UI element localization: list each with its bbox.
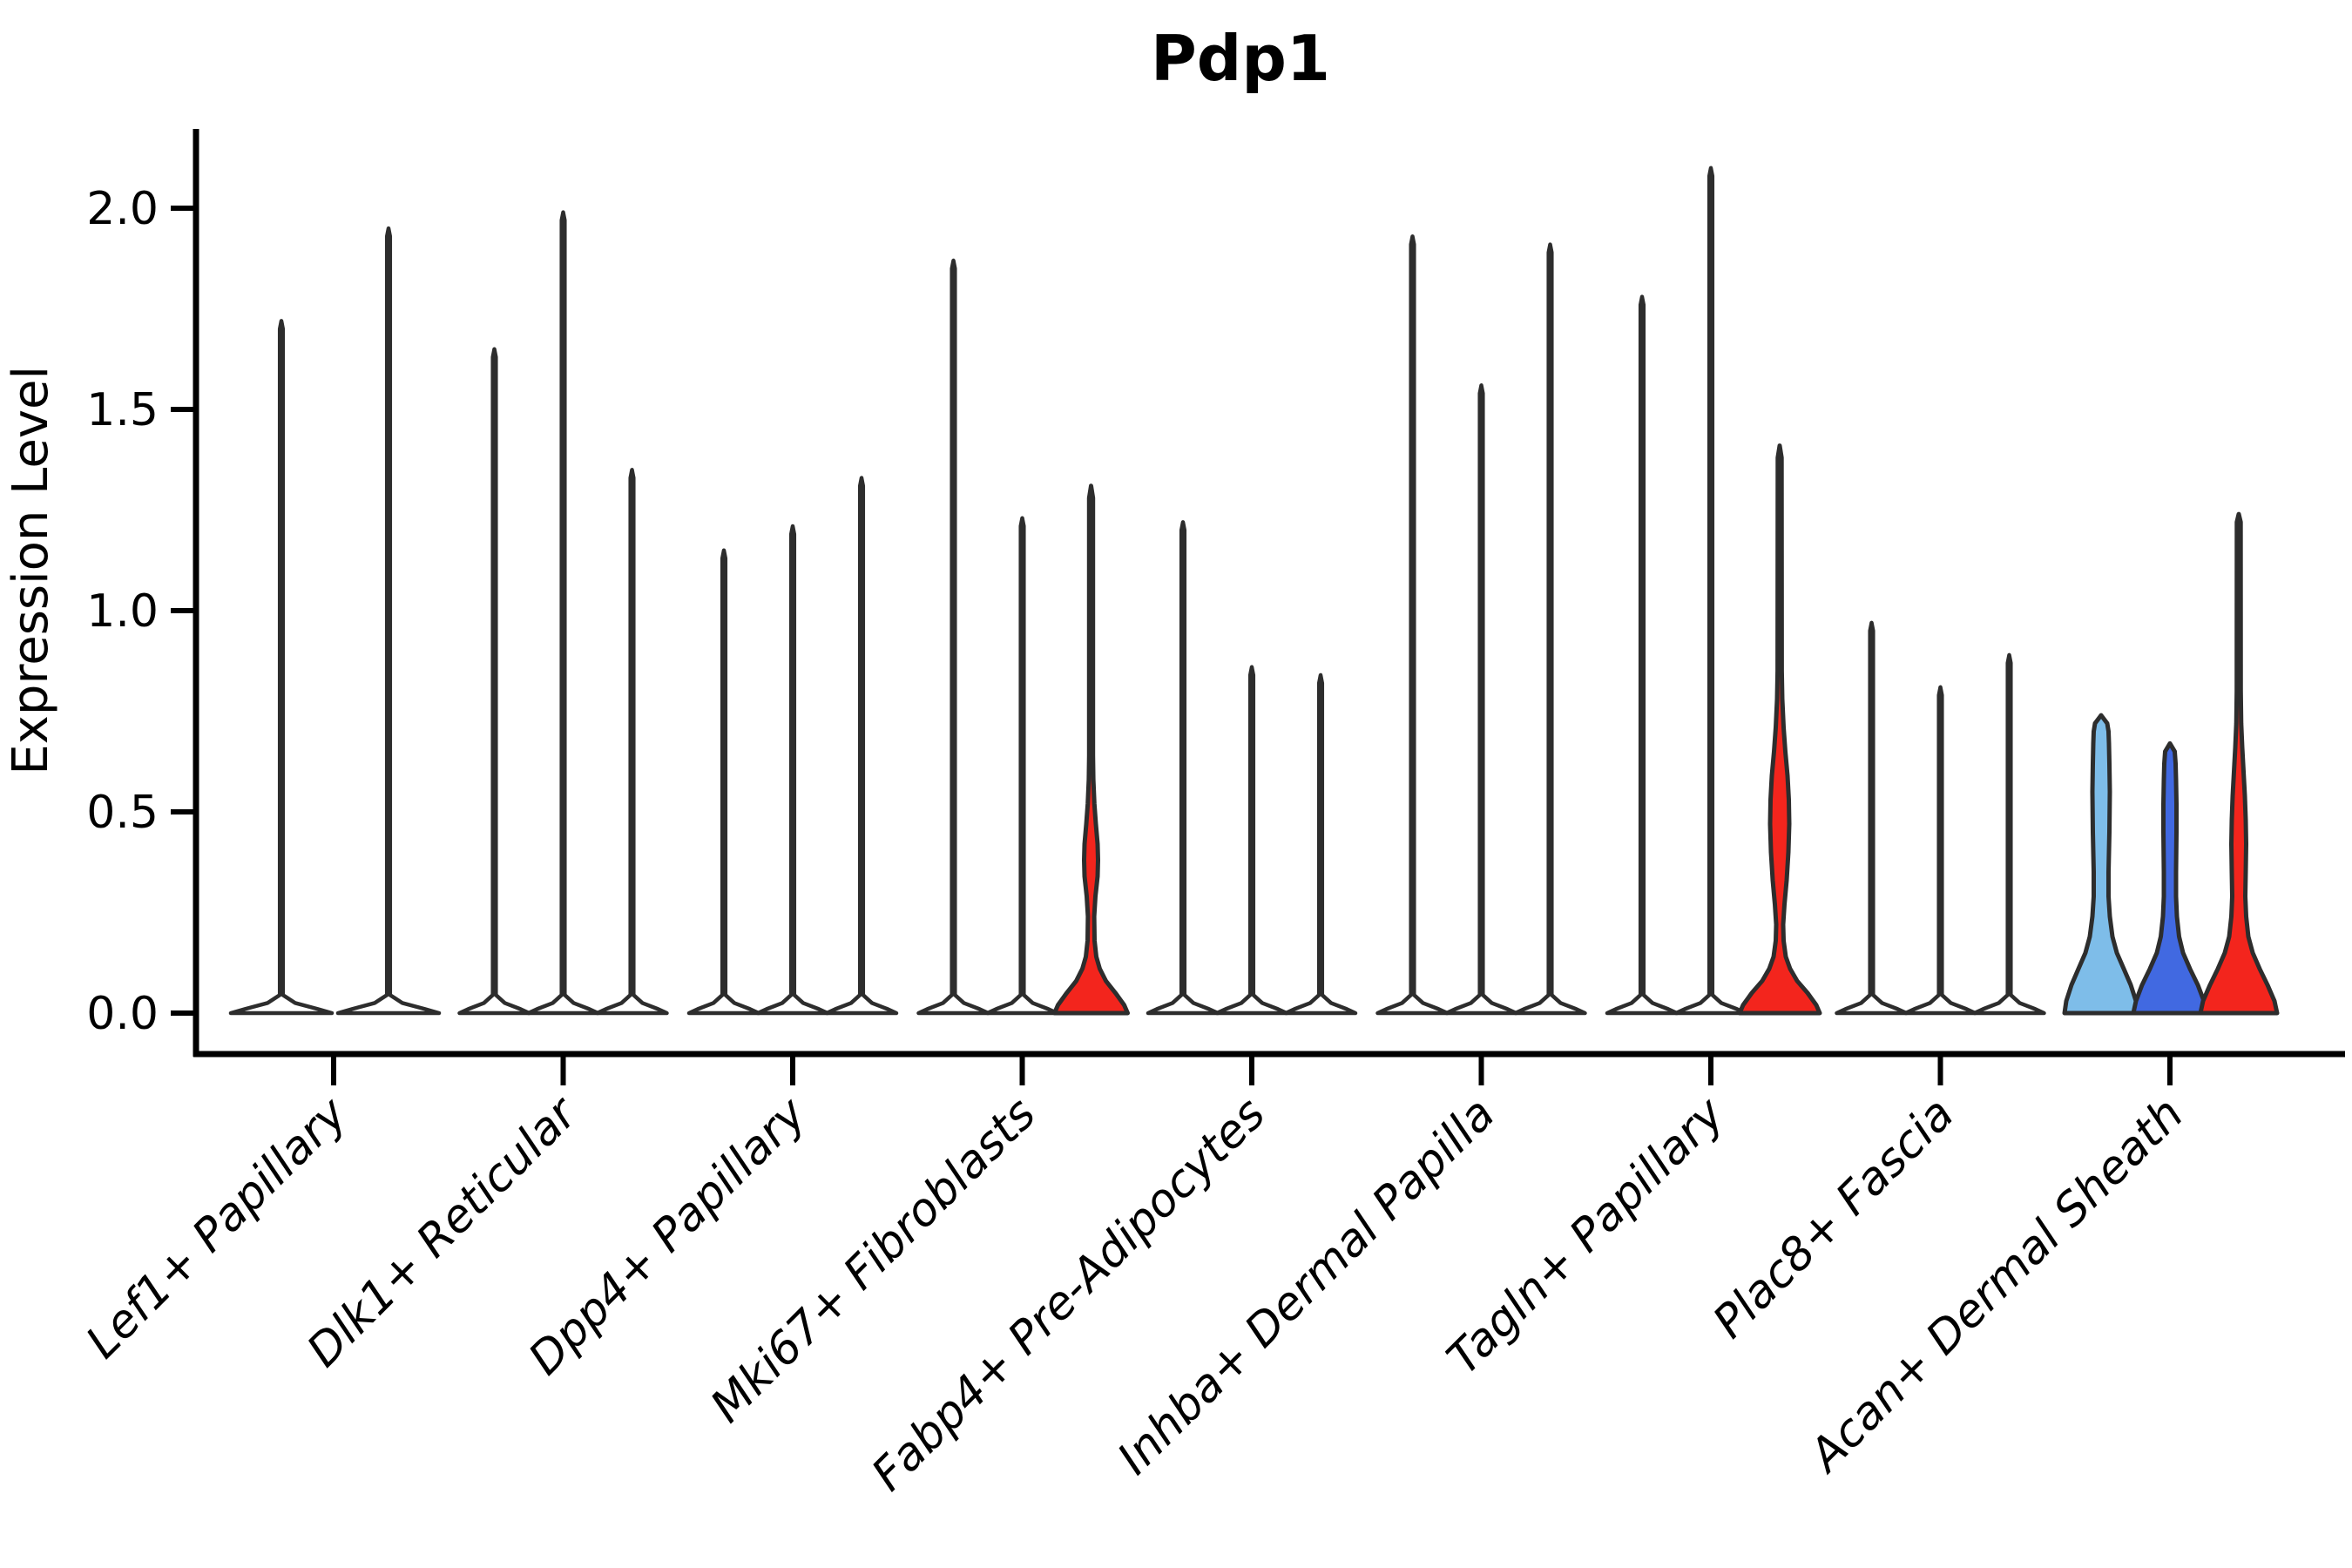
violin-dpp4-papillary-split2 [755,524,830,1016]
violin-inhba-dermal-papilla-split1 [1375,234,1450,1016]
violin-dlk1-reticular-split1 [457,347,531,1016]
x-tick-label: Inhba+ Dermal Papilla [1108,1088,1505,1485]
violin-tagln-papillary-split3 [1737,443,1822,1016]
violin-dlk1-reticular-split2 [526,210,600,1016]
x-tick-label: Fabp4+ Pre-Adipocytes [862,1088,1276,1502]
y-tick-label: 1.0 [86,585,159,638]
y-axis-label: Expression Level [3,366,59,775]
violin-plac8-fascia-split2 [1903,685,1977,1016]
violin-acan-dermal-sheath-split2 [2131,740,2209,1016]
violin-plac8-fascia-split3 [1972,652,2046,1016]
violin-lef1-papillary-split2 [335,226,442,1016]
x-tick-label: Acan+ Dermal Sheath [1798,1088,2193,1484]
violin-mki67-fibroblasts-split1 [916,258,990,1016]
violin-acan-dermal-sheath-split3 [2198,511,2280,1016]
violin-dpp4-papillary-split3 [824,476,899,1016]
y-tick-label: 0.5 [86,787,159,839]
y-tick-label: 1.5 [86,384,159,436]
violin-mki67-fibroblasts-split3 [1052,483,1130,1016]
violin-inhba-dermal-papilla-split2 [1444,383,1518,1016]
violin-acan-dermal-sheath-split1 [2062,713,2140,1016]
violin-inhba-dermal-papilla-split3 [1513,242,1587,1016]
violin-fabp4-pre-adipocytes-split1 [1146,520,1220,1016]
violin-tagln-papillary-split1 [1605,294,1680,1016]
violin-fabp4-pre-adipocytes-split2 [1214,665,1289,1016]
violin-tagln-papillary-split2 [1673,166,1748,1016]
chart-title: Pdp1 [1151,22,1330,95]
violin-plac8-fascia-split1 [1835,620,1909,1016]
y-tick-label: 0.0 [86,988,159,1040]
violin-fabp4-pre-adipocytes-split3 [1283,672,1358,1016]
violin-mki67-fibroblasts-split2 [985,516,1059,1016]
violin-lef1-papillary-split1 [228,319,335,1016]
x-tick-label: Plac8+ Fascia [1703,1088,1963,1348]
y-tick-label: 2.0 [86,183,159,235]
violin-dpp4-papillary-split1 [686,548,761,1016]
violin-dlk1-reticular-split3 [595,468,669,1016]
